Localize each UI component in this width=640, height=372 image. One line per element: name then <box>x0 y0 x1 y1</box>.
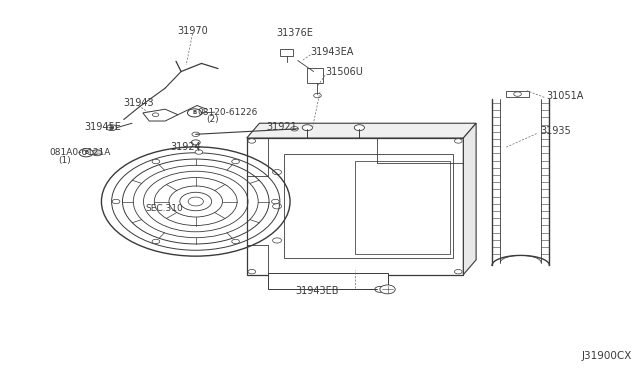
Circle shape <box>273 170 282 175</box>
Text: 31051A: 31051A <box>546 90 584 100</box>
Text: 31935: 31935 <box>540 126 571 137</box>
Text: 31376E: 31376E <box>276 28 313 38</box>
Text: 31943EB: 31943EB <box>296 286 339 296</box>
Circle shape <box>271 199 279 204</box>
Circle shape <box>152 239 160 244</box>
Text: (2): (2) <box>207 115 219 124</box>
Circle shape <box>248 269 255 274</box>
Polygon shape <box>246 123 476 138</box>
Text: 08120-61226: 08120-61226 <box>198 108 258 117</box>
Circle shape <box>79 149 93 157</box>
Text: 31943: 31943 <box>123 98 154 108</box>
Circle shape <box>380 285 395 294</box>
Circle shape <box>112 199 120 204</box>
Text: 31970: 31970 <box>177 26 208 36</box>
FancyBboxPatch shape <box>268 273 388 289</box>
Text: B: B <box>193 110 196 115</box>
Circle shape <box>152 159 160 164</box>
Circle shape <box>514 92 522 96</box>
Circle shape <box>302 125 312 131</box>
Text: J31900CX: J31900CX <box>582 351 632 361</box>
Circle shape <box>188 109 202 117</box>
Circle shape <box>355 125 364 131</box>
Text: B: B <box>84 150 88 155</box>
Circle shape <box>273 204 282 209</box>
Circle shape <box>232 159 239 164</box>
Text: 081A0-6121A: 081A0-6121A <box>49 148 111 157</box>
FancyBboxPatch shape <box>307 68 323 83</box>
Circle shape <box>273 238 282 243</box>
Circle shape <box>152 113 159 116</box>
Circle shape <box>195 150 203 154</box>
Text: 31921: 31921 <box>266 122 296 132</box>
Circle shape <box>248 139 255 143</box>
Polygon shape <box>143 109 178 121</box>
Circle shape <box>454 139 462 143</box>
Text: 31943EA: 31943EA <box>310 47 354 57</box>
FancyBboxPatch shape <box>506 91 529 97</box>
FancyBboxPatch shape <box>355 161 451 254</box>
Circle shape <box>106 125 116 131</box>
FancyBboxPatch shape <box>280 49 293 56</box>
Text: 31506U: 31506U <box>325 67 363 77</box>
Circle shape <box>191 140 200 145</box>
Text: 31945E: 31945E <box>84 122 121 132</box>
FancyBboxPatch shape <box>246 138 463 275</box>
Circle shape <box>192 132 200 137</box>
Circle shape <box>375 286 385 292</box>
Circle shape <box>310 71 317 75</box>
Text: 31924: 31924 <box>171 142 202 152</box>
Text: SEC.310: SEC.310 <box>145 203 183 213</box>
Circle shape <box>314 93 321 98</box>
Circle shape <box>232 239 239 244</box>
FancyBboxPatch shape <box>284 154 452 258</box>
Polygon shape <box>463 123 476 275</box>
Circle shape <box>454 269 462 274</box>
Circle shape <box>92 150 102 156</box>
Circle shape <box>291 126 298 131</box>
Text: (1): (1) <box>59 156 72 166</box>
Circle shape <box>109 126 113 129</box>
